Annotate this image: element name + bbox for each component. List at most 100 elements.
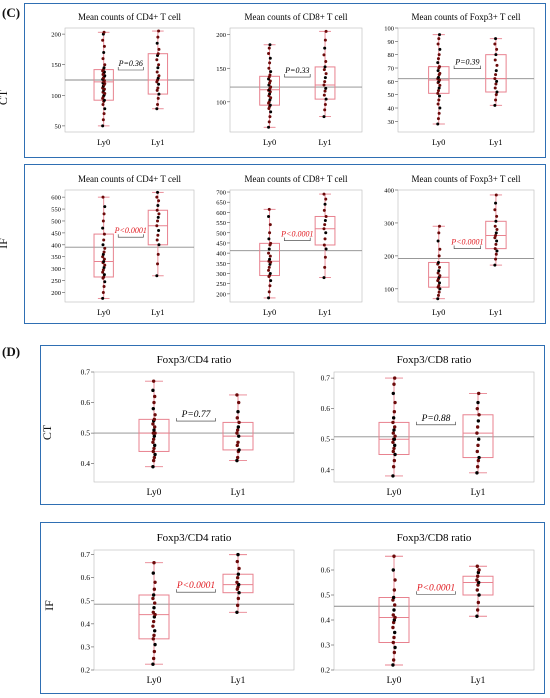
data-point	[103, 263, 107, 267]
data-point	[392, 458, 397, 463]
y-tick-label: 500	[51, 218, 61, 225]
data-point	[156, 215, 160, 219]
data-point	[437, 53, 441, 57]
data-point	[493, 58, 497, 62]
data-point	[322, 192, 326, 196]
data-point	[235, 603, 240, 608]
data-point	[153, 443, 157, 448]
data-point	[436, 297, 440, 301]
chart-d-if-cd8: Foxp3/CD8 ratio 0.2 0.3 0.4 0.5 0.6 Ly0 Ly1 P<0.…	[321, 532, 535, 686]
y-tick-label: 60	[388, 79, 395, 86]
data-point	[391, 474, 395, 478]
data-point	[101, 268, 105, 272]
data-point	[322, 93, 326, 97]
data-point	[157, 47, 161, 51]
data-point	[475, 465, 480, 469]
pvalue-bracket	[284, 237, 311, 241]
data-point	[237, 434, 241, 438]
data-point	[436, 122, 440, 126]
data-point	[102, 232, 106, 236]
x-category-label: Ly0	[432, 137, 445, 147]
data-point	[235, 559, 239, 564]
x-category-label: Ly1	[318, 137, 331, 147]
data-point	[493, 263, 497, 267]
data-point	[101, 296, 105, 300]
panel-c-if-frame	[24, 164, 546, 324]
data-point	[156, 252, 160, 256]
data-point	[436, 102, 440, 106]
y-tick-label: 0.6	[321, 404, 331, 413]
data-point	[156, 86, 160, 90]
data-point	[156, 76, 160, 80]
data-point	[323, 76, 327, 80]
data-point	[267, 247, 271, 251]
data-point	[391, 568, 395, 572]
pvalue-bracket	[416, 421, 456, 426]
data-point	[151, 431, 155, 435]
x-category-label: Ly0	[147, 488, 162, 498]
data-point	[391, 658, 396, 662]
data-point	[151, 437, 156, 441]
data-point	[152, 417, 157, 422]
panel-d-if-frame	[40, 522, 545, 694]
data-point	[477, 580, 481, 585]
data-point	[438, 224, 441, 228]
data-point	[494, 233, 498, 237]
data-point	[102, 275, 106, 279]
data-point	[392, 382, 396, 386]
data-point	[495, 249, 499, 253]
data-point	[268, 43, 272, 47]
data-point	[393, 376, 397, 380]
data-point	[494, 257, 498, 261]
data-point	[267, 251, 271, 255]
data-point	[495, 239, 499, 243]
data-point	[157, 243, 161, 247]
data-point	[475, 406, 479, 411]
data-point	[392, 437, 397, 441]
y-tick-label: 150	[216, 66, 226, 73]
y-tick-label: 40	[388, 106, 395, 113]
data-point	[151, 449, 155, 454]
data-point	[101, 57, 105, 61]
data-point	[151, 619, 156, 624]
data-point	[493, 77, 497, 81]
y-tick-label: 50	[388, 92, 395, 99]
chart-title: Foxp3/CD4 ratio	[157, 354, 232, 366]
y-tick-label: 0.5	[81, 429, 91, 438]
data-point	[268, 254, 272, 258]
row-label-c-if: IF	[0, 238, 10, 249]
data-point	[495, 228, 499, 232]
data-point	[436, 69, 440, 73]
data-point	[151, 458, 156, 463]
pvalue-label: P=0.33	[284, 66, 309, 75]
data-point	[269, 96, 273, 100]
data-point	[475, 449, 479, 454]
data-point	[494, 37, 498, 41]
chart-c-ct-cd4: Mean counts of CD4+ T cell 50 100 150 200 Ly0…	[51, 12, 195, 147]
data-point	[393, 578, 397, 582]
y-tick-label: 350	[216, 261, 226, 268]
data-point	[323, 237, 327, 241]
data-point	[268, 79, 272, 83]
data-point	[101, 38, 105, 42]
data-point	[102, 30, 106, 34]
data-point	[437, 254, 441, 258]
data-point	[323, 219, 327, 223]
data-point	[101, 270, 105, 274]
data-point	[235, 575, 240, 580]
data-point	[101, 226, 105, 230]
data-point	[156, 233, 160, 237]
data-point	[322, 276, 326, 280]
data-point	[101, 118, 105, 122]
data-point	[267, 290, 271, 294]
data-point	[267, 46, 271, 50]
data-point	[323, 108, 327, 112]
data-point	[151, 656, 156, 661]
data-point	[477, 413, 481, 417]
data-point	[237, 590, 241, 595]
data-point	[493, 42, 497, 46]
x-category-label: Ly1	[231, 676, 246, 686]
data-point	[392, 446, 396, 451]
data-point	[393, 400, 397, 405]
pvalue-label: P<0.0001	[450, 238, 483, 247]
